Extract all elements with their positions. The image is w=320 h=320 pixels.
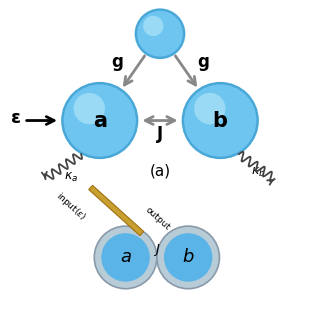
Text: $\kappa_b$: $\kappa_b$	[251, 166, 266, 179]
Circle shape	[183, 83, 258, 158]
Text: $J$: $J$	[153, 242, 161, 258]
Text: $\mathbf{a}$: $\mathbf{a}$	[92, 110, 107, 131]
Polygon shape	[89, 185, 144, 236]
Circle shape	[74, 93, 105, 124]
Text: $\kappa_a$: $\kappa_a$	[64, 171, 78, 184]
Circle shape	[164, 233, 212, 282]
Text: input($\epsilon$): input($\epsilon$)	[53, 189, 89, 223]
Text: $\mathbf{g}$: $\mathbf{g}$	[197, 55, 210, 74]
Text: $a$: $a$	[120, 248, 132, 267]
Text: output: output	[143, 205, 172, 232]
Circle shape	[94, 226, 157, 289]
Circle shape	[62, 83, 137, 158]
Circle shape	[143, 16, 164, 36]
Text: $\mathbf{g}$: $\mathbf{g}$	[110, 55, 123, 74]
Circle shape	[194, 93, 226, 124]
Text: $\mathbf{J}$: $\mathbf{J}$	[156, 124, 164, 146]
Text: $\mathbf{b}$: $\mathbf{b}$	[212, 110, 228, 131]
Text: (a): (a)	[149, 164, 171, 178]
Text: $\boldsymbol{\varepsilon}$: $\boldsymbol{\varepsilon}$	[11, 109, 21, 127]
Circle shape	[101, 233, 150, 282]
Circle shape	[136, 10, 184, 58]
Text: $b$: $b$	[182, 248, 195, 267]
Circle shape	[157, 226, 220, 289]
